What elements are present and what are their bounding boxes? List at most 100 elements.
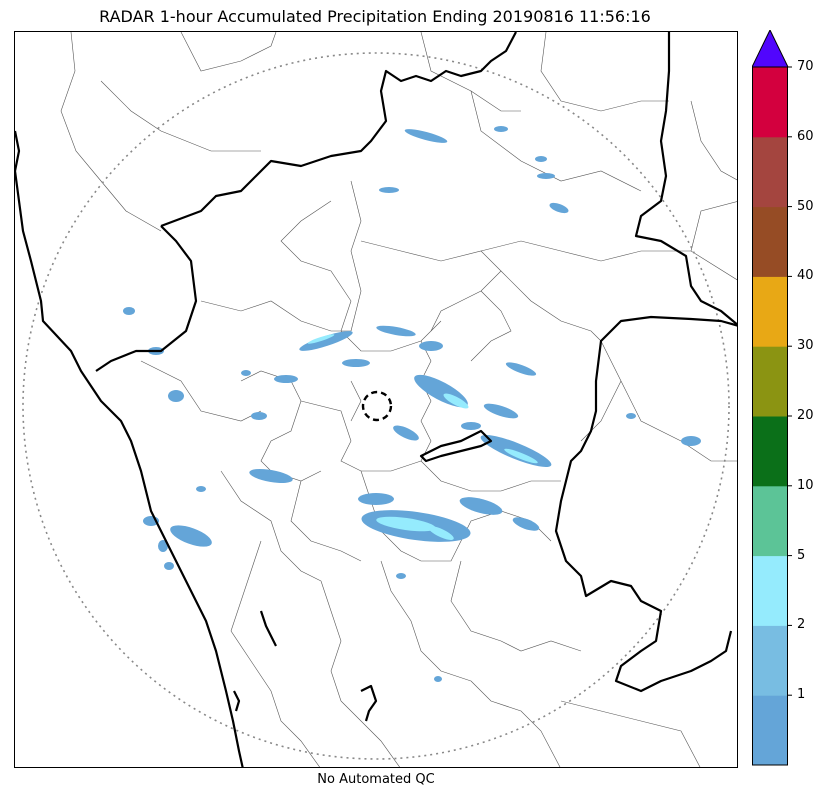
- colorbar: [752, 30, 792, 766]
- state-border: [360, 684, 378, 722]
- district-border: [420, 340, 432, 462]
- colorbar-tick-label: 1: [797, 687, 806, 703]
- district-borders: [60, 32, 737, 767]
- precip-echo: [512, 517, 540, 531]
- district-border: [230, 630, 320, 767]
- district-border: [350, 180, 362, 332]
- district-border: [200, 300, 351, 332]
- precip-echo: [434, 676, 442, 682]
- colorbar-outline: [752, 66, 788, 766]
- colorbar-band: [752, 67, 788, 138]
- state-borders: [15, 32, 737, 767]
- district-border: [470, 680, 561, 767]
- precip-echo: [342, 359, 370, 367]
- radar-map[interactable]: [14, 31, 738, 768]
- district-border: [420, 460, 561, 492]
- district-border: [300, 400, 422, 472]
- district-border: [470, 290, 512, 362]
- district-border: [480, 240, 737, 281]
- district-border: [420, 32, 521, 112]
- precip-echo: [459, 497, 503, 515]
- district-border: [580, 380, 622, 442]
- district-border: [350, 380, 362, 422]
- district-border: [280, 200, 442, 352]
- precip-echo: [393, 425, 419, 441]
- colorbar-tick-label: 40: [797, 268, 814, 284]
- state-border: [160, 32, 517, 228]
- district-border: [690, 100, 737, 181]
- precip-echo: [428, 526, 454, 540]
- colorbar-extend-arrow: [752, 30, 789, 68]
- precip-echo: [241, 370, 251, 376]
- precip-echo: [168, 390, 184, 402]
- district-border: [690, 201, 737, 252]
- colorbar-band: [752, 625, 788, 696]
- precip-echo: [681, 436, 701, 446]
- district-border: [380, 560, 472, 682]
- district-border: [540, 32, 669, 112]
- precip-echo: [461, 422, 481, 430]
- colorbar-tick-label: 30: [797, 338, 814, 354]
- precip-echo: [307, 334, 335, 344]
- qc-status-label: No Automated QC: [317, 772, 435, 787]
- district-border: [560, 700, 701, 767]
- colorbar-tick-label: 70: [797, 59, 814, 74]
- precip-echo: [535, 156, 547, 162]
- precip-echo: [396, 573, 406, 579]
- district-border: [470, 90, 642, 192]
- state-border: [634, 32, 737, 326]
- colorbar-tick-label: 60: [797, 128, 814, 144]
- precip-echo: [164, 562, 174, 570]
- district-border: [100, 80, 261, 152]
- precip-echo: [379, 187, 399, 193]
- district-border: [180, 32, 277, 72]
- colorbar-band: [752, 206, 788, 277]
- precip-echo: [626, 413, 636, 419]
- district-border: [360, 240, 502, 332]
- colorbar-band: [752, 346, 788, 417]
- district-border: [450, 560, 582, 652]
- colorbar-band: [752, 136, 788, 208]
- district-border: [500, 270, 602, 342]
- map-title: RADAR 1-hour Accumulated Precipitation E…: [99, 7, 651, 26]
- precip-echo: [483, 403, 519, 419]
- map-canvas: [15, 32, 737, 767]
- radar-site-marker: [361, 390, 393, 422]
- colorbar-band: [752, 555, 788, 626]
- precip-echo: [549, 202, 569, 214]
- colorbar-tick-label: 10: [797, 477, 814, 493]
- state-border: [259, 610, 277, 647]
- precip-echo: [443, 393, 469, 409]
- colorbar-band: [752, 416, 788, 487]
- colorbar-tick-label: 50: [797, 198, 814, 214]
- precip-echo: [358, 493, 394, 505]
- precip-echo: [376, 516, 436, 532]
- precip-echo: [158, 540, 168, 552]
- colorbar-tick-label: 20: [797, 408, 814, 423]
- precip-echo: [196, 486, 206, 492]
- precip-echo: [299, 331, 353, 351]
- state-border: [233, 690, 241, 712]
- state-border: [554, 315, 737, 693]
- state-border: [95, 225, 198, 372]
- district-border: [140, 360, 262, 422]
- district-border: [240, 370, 322, 482]
- precip-echo: [376, 325, 416, 337]
- district-border: [600, 340, 737, 462]
- precip-echo: [494, 126, 508, 132]
- precip-echo: [123, 307, 135, 315]
- precipitation-echoes: [123, 126, 701, 682]
- precip-echo: [251, 412, 267, 420]
- precip-echo: [404, 129, 448, 143]
- district-border: [230, 540, 262, 632]
- coastline: [15, 130, 244, 767]
- colorbar-tick-label: 5: [797, 547, 806, 563]
- colorbar-tick-label: 2: [797, 617, 806, 633]
- radar-range-ring: [22, 52, 730, 760]
- precip-echo: [505, 362, 537, 376]
- colorbar-band: [752, 276, 788, 347]
- precip-echo: [537, 173, 555, 179]
- district-border: [320, 580, 342, 702]
- state-border: [419, 429, 493, 463]
- precip-echo: [419, 341, 443, 351]
